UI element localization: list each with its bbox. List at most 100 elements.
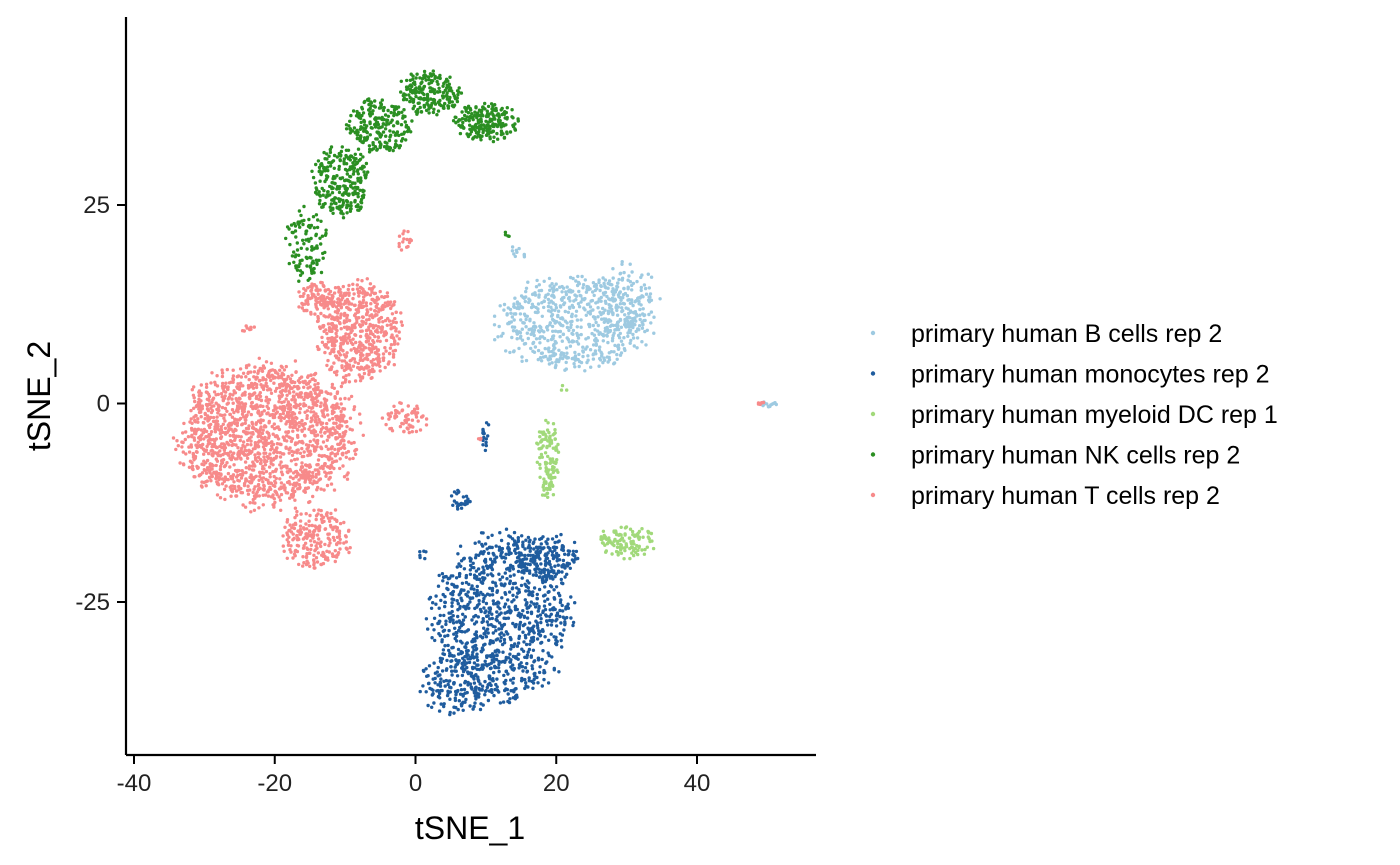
data-point: [302, 242, 306, 246]
data-point: [304, 394, 308, 398]
data-point: [520, 355, 524, 359]
data-point: [553, 308, 557, 312]
data-point: [253, 453, 257, 457]
data-point: [364, 161, 369, 166]
data-point: [550, 457, 555, 461]
data-point: [290, 373, 294, 377]
data-point: [305, 416, 309, 421]
data-point: [214, 401, 218, 405]
data-point: [557, 558, 562, 562]
data-point: [440, 625, 444, 629]
data-point: [326, 190, 330, 194]
data-point: [550, 655, 554, 659]
data-point: [575, 339, 579, 344]
data-point: [458, 606, 462, 610]
data-point: [324, 174, 329, 178]
data-point: [456, 93, 460, 97]
data-point: [206, 451, 211, 456]
data-point: [548, 288, 552, 292]
data-point: [564, 346, 569, 350]
data-point: [515, 306, 519, 310]
data-point: [272, 456, 276, 461]
data-point: [474, 553, 478, 557]
data-point: [219, 392, 224, 396]
data-point: [182, 463, 186, 467]
data-point: [370, 148, 374, 152]
data-point: [449, 574, 453, 578]
data-point: [472, 125, 477, 130]
data-point: [378, 145, 382, 150]
data-point: [586, 354, 590, 358]
data-point: [483, 693, 487, 697]
data-point: [483, 610, 487, 615]
data-point: [474, 613, 478, 618]
data-point: [499, 538, 504, 543]
data-point: [466, 683, 470, 687]
data-point: [488, 545, 493, 549]
data-point: [454, 705, 458, 710]
data-point: [556, 569, 561, 573]
data-point: [446, 682, 450, 687]
data-point: [533, 567, 537, 572]
data-point: [291, 471, 296, 475]
data-point: [430, 623, 434, 627]
data-point: [528, 538, 532, 542]
data-point: [635, 336, 640, 340]
data-point: [390, 104, 394, 109]
data-point: [518, 312, 523, 316]
data-point: [487, 606, 491, 610]
data-point: [225, 409, 229, 413]
data-point: [273, 407, 278, 411]
data-point: [443, 604, 447, 609]
data-point: [240, 412, 245, 416]
data-point: [241, 384, 245, 388]
data-point: [197, 474, 201, 478]
data-point: [297, 209, 302, 213]
data-point: [565, 615, 569, 620]
data-point: [548, 584, 553, 588]
data-point: [282, 438, 287, 442]
data-point: [314, 475, 318, 479]
data-point: [247, 424, 251, 428]
data-point: [204, 435, 208, 439]
data-point: [635, 532, 639, 537]
data-point: [486, 104, 491, 109]
data-point: [234, 489, 239, 493]
data-point: [333, 452, 337, 457]
data-point: [520, 678, 524, 682]
data-point: [436, 689, 440, 693]
data-point: [572, 299, 576, 303]
data-point: [597, 280, 601, 285]
data-point: [475, 588, 479, 593]
data-point: [472, 681, 477, 685]
data-point: [612, 530, 616, 534]
data-point: [641, 307, 645, 311]
data-point: [463, 615, 467, 619]
data-point: [272, 474, 276, 479]
data-point: [359, 201, 364, 205]
data-point: [619, 537, 623, 541]
data-point: [338, 432, 342, 437]
data-point: [313, 190, 318, 195]
data-point: [348, 416, 353, 420]
data-point: [204, 382, 209, 386]
data-point: [316, 218, 320, 222]
data-point: [533, 674, 537, 678]
data-point: [501, 650, 505, 654]
data-point: [546, 571, 551, 575]
data-point: [536, 348, 541, 353]
data-point: [519, 661, 523, 665]
data-point: [258, 457, 263, 462]
data-point: [468, 596, 473, 601]
data-point: [439, 702, 443, 706]
data-point: [267, 421, 271, 425]
data-point: [569, 595, 573, 599]
data-point: [628, 546, 632, 551]
data-point: [543, 635, 547, 639]
data-point: [605, 325, 609, 330]
data-point: [234, 475, 239, 479]
data-point: [552, 545, 557, 549]
data-point: [375, 147, 379, 151]
data-point: [537, 604, 541, 609]
data-point: [502, 605, 507, 609]
